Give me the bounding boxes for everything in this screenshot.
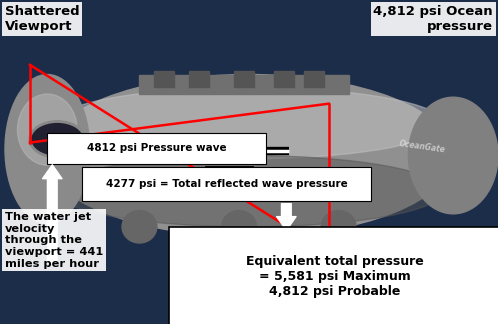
Bar — [274, 71, 294, 87]
FancyBboxPatch shape — [169, 227, 498, 324]
Ellipse shape — [17, 94, 77, 165]
Bar — [304, 71, 324, 87]
Ellipse shape — [55, 156, 443, 227]
Bar — [154, 71, 174, 87]
Ellipse shape — [55, 87, 443, 159]
Bar — [189, 71, 209, 87]
Ellipse shape — [45, 75, 453, 237]
Text: OceanGate: OceanGate — [398, 139, 446, 154]
FancyBboxPatch shape — [82, 167, 371, 201]
Ellipse shape — [122, 211, 157, 243]
Ellipse shape — [408, 97, 498, 214]
Ellipse shape — [321, 211, 356, 243]
Text: The water jet
velocity
through the
viewport = 441
miles per hour: The water jet velocity through the viewp… — [5, 212, 103, 269]
Text: 4,812 psi Ocean
pressure: 4,812 psi Ocean pressure — [374, 5, 493, 33]
Text: Equivalent total pressure
= 5,581 psi Maximum
4,812 psi Probable: Equivalent total pressure = 5,581 psi Ma… — [246, 255, 424, 298]
Text: 4277 psi = Total reflected wave pressure: 4277 psi = Total reflected wave pressure — [106, 179, 348, 189]
Bar — [234, 71, 254, 87]
Bar — [139, 75, 349, 94]
FancyBboxPatch shape — [47, 133, 266, 164]
Ellipse shape — [5, 75, 90, 224]
Text: Shattered
Viewport: Shattered Viewport — [5, 5, 80, 33]
Ellipse shape — [222, 211, 256, 243]
Circle shape — [30, 122, 85, 157]
Text: 4812 psi Pressure wave: 4812 psi Pressure wave — [87, 143, 227, 153]
